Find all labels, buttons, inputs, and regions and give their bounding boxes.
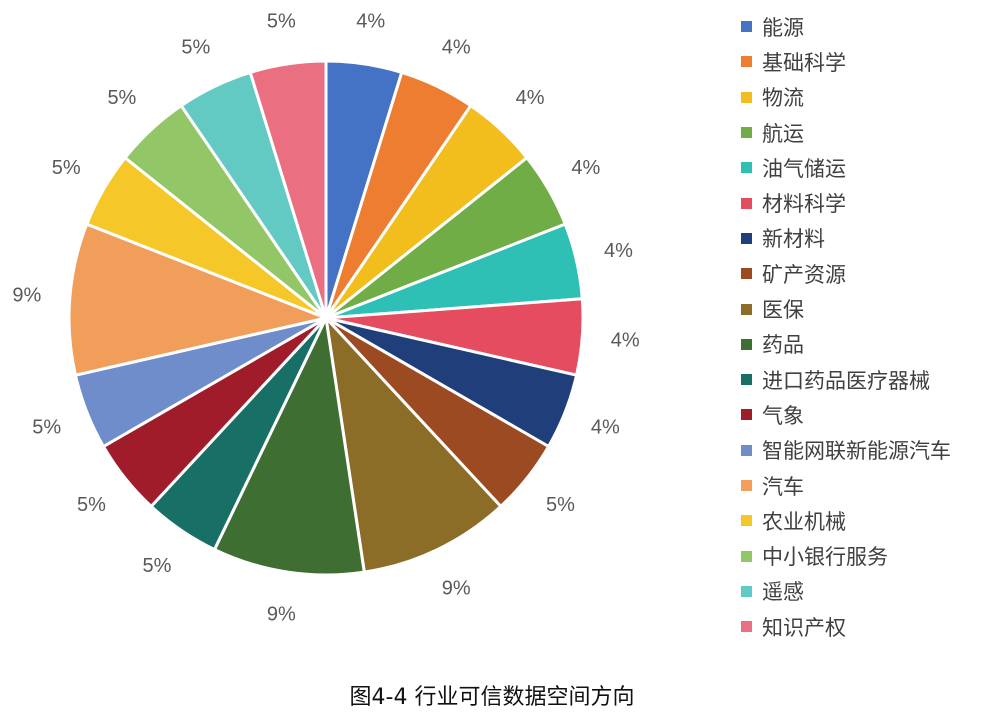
- legend-swatch: [741, 197, 752, 209]
- legend-label: 气象: [762, 403, 804, 428]
- legend-item: 进口药品医疗器械: [741, 362, 951, 397]
- legend-item: 智能网联新能源汽车: [741, 433, 951, 468]
- legend-swatch: [741, 515, 752, 527]
- legend-swatch: [741, 409, 752, 421]
- legend-item: 油气储运: [741, 150, 951, 185]
- legend-item: 航运: [741, 115, 951, 150]
- slice-data-label: 9%: [267, 604, 296, 626]
- legend-swatch: [741, 268, 752, 280]
- legend-label: 智能网联新能源汽车: [762, 439, 951, 464]
- figure-caption: 图4-4 行业可信数据空间方向: [349, 685, 635, 710]
- legend-item: 农业机械: [741, 503, 951, 538]
- legend-item: 新材料: [741, 221, 951, 256]
- slice-data-label: 5%: [32, 417, 61, 439]
- legend-label: 物流: [762, 86, 804, 111]
- slice-data-label: 4%: [442, 37, 471, 59]
- slice-data-label: 5%: [77, 494, 106, 516]
- legend-swatch: [741, 550, 752, 562]
- legend-item: 物流: [741, 80, 951, 115]
- legend-item: 知识产权: [741, 609, 951, 644]
- legend-swatch: [741, 621, 752, 633]
- legend-item: 遥感: [741, 574, 951, 609]
- legend-label: 基础科学: [762, 50, 846, 75]
- legend-label: 中小银行服务: [762, 545, 888, 570]
- pie-slice: [212, 312, 367, 577]
- legend-swatch: [741, 338, 752, 350]
- legend-label: 航运: [762, 121, 804, 146]
- legend-label: 医保: [762, 298, 804, 323]
- legend-label: 新材料: [762, 227, 825, 252]
- legend-item: 能源: [741, 9, 951, 44]
- legend-swatch: [741, 374, 752, 386]
- slice-data-label: 4%: [611, 329, 640, 351]
- slice-data-label: 4%: [571, 157, 600, 179]
- slice-data-label: 4%: [516, 87, 545, 109]
- slice-data-label: 4%: [591, 417, 620, 439]
- slice-data-label: 5%: [52, 157, 81, 179]
- pie-slice: [248, 59, 328, 319]
- legend-label: 遥感: [762, 580, 804, 605]
- slice-data-label: 5%: [267, 10, 296, 32]
- legend-swatch: [741, 162, 752, 174]
- legend-item: 药品: [741, 327, 951, 362]
- legend-swatch: [741, 127, 752, 139]
- legend-label: 材料科学: [762, 192, 846, 217]
- slice-data-label: 5%: [546, 494, 575, 516]
- pie-slice: [67, 222, 332, 377]
- legend-label: 知识产权: [762, 615, 846, 640]
- legend-item: 矿产资源: [741, 256, 951, 291]
- slice-data-label: 9%: [442, 577, 471, 599]
- legend: 能源基础科学物流航运油气储运材料科学新材料矿产资源医保药品进口药品医疗器械 气象智…: [741, 9, 951, 644]
- legend-item: 汽车: [741, 468, 951, 503]
- legend-label: 农业机械: [762, 509, 846, 534]
- legend-swatch: [741, 56, 752, 68]
- slice-data-label: 9%: [12, 285, 41, 307]
- legend-label: 矿产资源: [762, 262, 846, 287]
- legend-swatch: [741, 444, 752, 456]
- slice-data-label: 4%: [356, 10, 385, 32]
- legend-item: 气象: [741, 397, 951, 432]
- legend-label: 油气储运: [762, 156, 846, 181]
- legend-item: 基础科学: [741, 44, 951, 79]
- legend-swatch: [741, 21, 752, 33]
- legend-swatch: [741, 91, 752, 103]
- legend-label: 能源: [762, 15, 804, 40]
- slice-data-label: 4%: [604, 240, 633, 262]
- legend-item: 医保: [741, 291, 951, 326]
- legend-swatch: [741, 585, 752, 597]
- legend-label: 汽车: [762, 474, 804, 499]
- pie-slice: [323, 313, 503, 574]
- legend-label: 进口药品医疗器械: [762, 368, 930, 393]
- slice-data-label: 5%: [181, 37, 210, 59]
- legend-swatch: [741, 232, 752, 244]
- legend-label: 药品: [762, 333, 804, 358]
- legend-item: 中小银行服务: [741, 538, 951, 573]
- legend-swatch: [741, 303, 752, 315]
- slice-data-label: 5%: [107, 87, 136, 109]
- slice-data-label: 5%: [143, 555, 172, 577]
- legend-swatch: [741, 480, 752, 491]
- legend-item: 材料科学: [741, 185, 951, 220]
